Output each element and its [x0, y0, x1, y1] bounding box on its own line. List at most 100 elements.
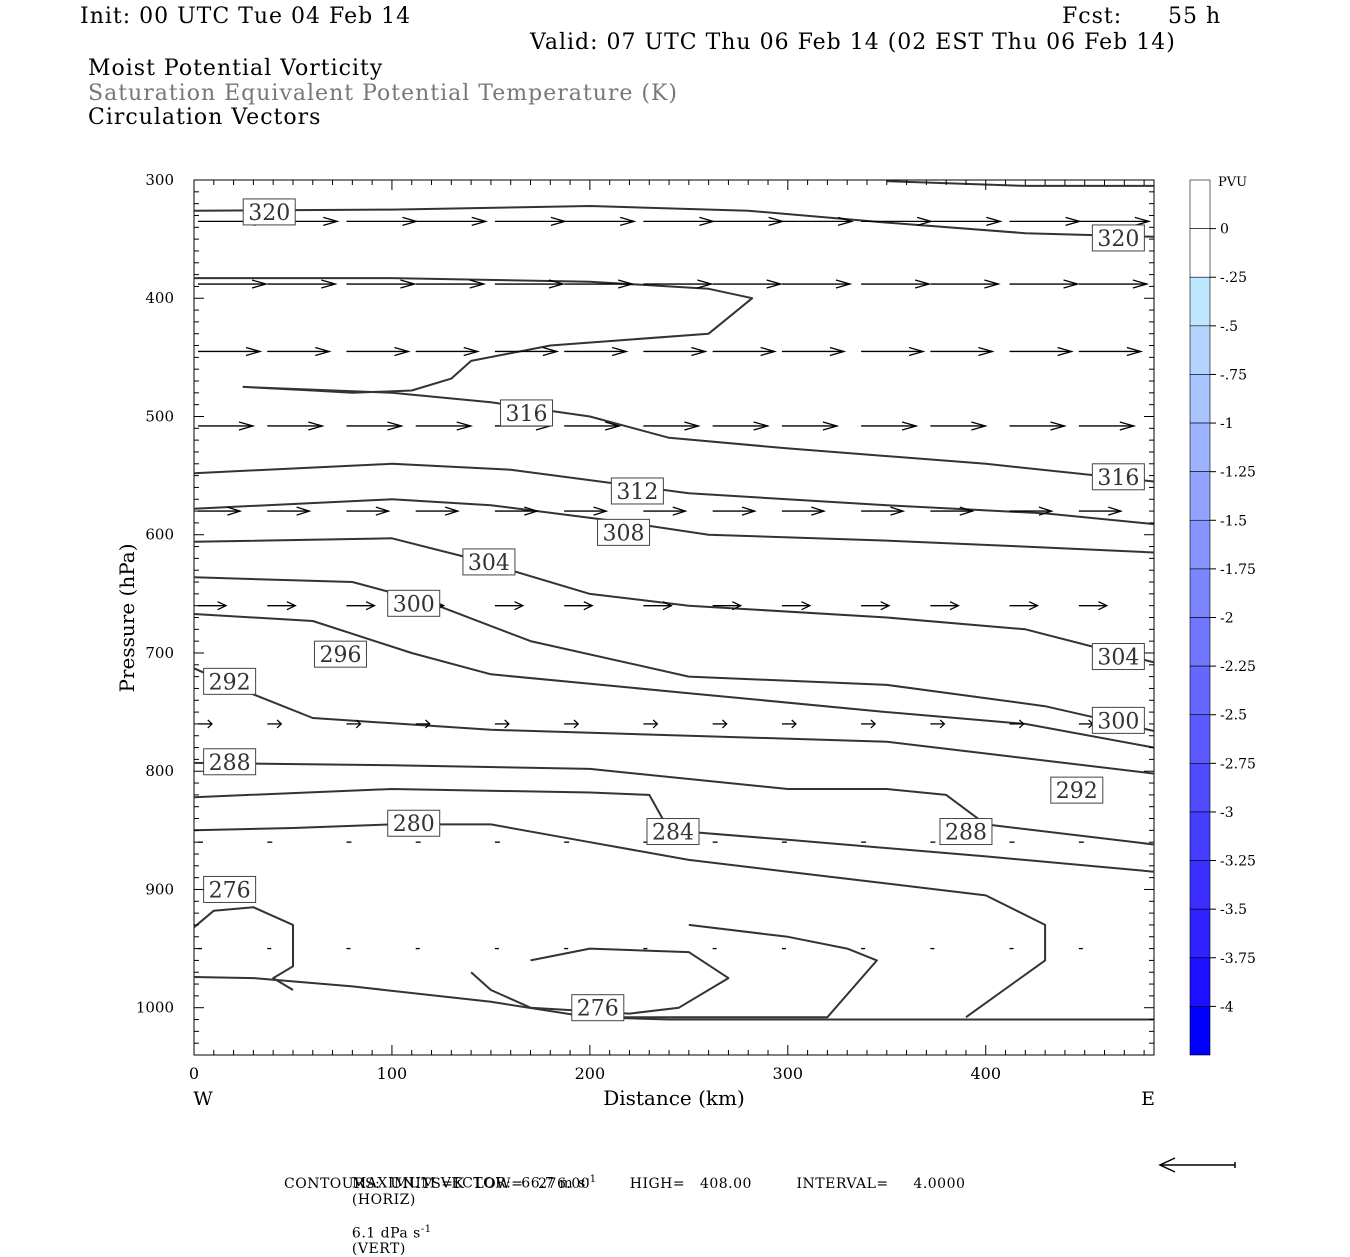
contour-label-text: 312	[616, 480, 658, 505]
max-vector-vert-value: 6.1 dPa s	[351, 1225, 421, 1242]
circulation-vector	[643, 346, 708, 357]
y-tick-label: 300	[145, 171, 174, 189]
vector-head	[1018, 719, 1025, 729]
contour-label-text: 320	[1097, 227, 1139, 252]
colorbar: 0 -.25 -.5 -.75 -1 -1.25 -1.5 -1.75 -2 -2.25 -2.5 -…	[1189, 179, 1256, 1056]
colorbar-label: -1	[1220, 416, 1234, 432]
circulation-vector	[267, 506, 312, 516]
vector-head	[835, 279, 853, 289]
vector-head	[456, 421, 474, 431]
axis-ticks: 300 400 500 600 700 800 900 1000 0 100 200 300 400	[136, 171, 1154, 1083]
x-tick-label: 200	[575, 1064, 606, 1083]
colorbar-unit: PVU	[1218, 175, 1247, 190]
contour-label-box	[500, 399, 554, 427]
contour-label-box	[1091, 224, 1145, 252]
vector-head	[315, 346, 332, 357]
colorbar-label: -1.25	[1220, 465, 1256, 481]
vector-head	[296, 506, 312, 516]
valid-time: Valid: 07 UTC Thu 06 Feb 14 (02 EST Thu …	[530, 30, 1176, 55]
forecast-label: Fcst:	[1062, 4, 1123, 29]
circulation-vector	[494, 601, 525, 611]
vector-head	[308, 421, 325, 431]
vector-head	[251, 279, 269, 289]
circulation-vector	[861, 421, 919, 431]
vector-head	[400, 279, 417, 289]
circulation-vector	[1078, 421, 1137, 431]
vector-head	[791, 719, 797, 729]
circulation-vector	[494, 506, 540, 516]
vert-unit-exponent: -1	[420, 1223, 432, 1235]
contour-280	[193, 976, 1154, 1021]
circulation-vector	[1009, 601, 1040, 611]
circulation-vector	[712, 421, 771, 431]
colorbar-label: -.75	[1220, 367, 1247, 383]
contour-label-292: 292	[203, 667, 257, 695]
contour-label-box	[203, 748, 257, 776]
colorbar-label: -2	[1220, 611, 1234, 627]
contour-label-box	[313, 640, 367, 668]
contour-label-text: 316	[506, 402, 548, 427]
contour-label-text: 304	[468, 551, 510, 576]
vector-head	[822, 421, 840, 431]
colorbar-label: -1.5	[1220, 513, 1247, 529]
circulation-vector	[564, 719, 580, 729]
circulation-vector	[712, 719, 728, 729]
colorbar-label: -3.25	[1220, 854, 1256, 870]
contour-label-292: 292	[1050, 776, 1104, 804]
y-tick-label: 1000	[136, 999, 174, 1017]
plot-frame	[193, 179, 1155, 1056]
vector-head	[811, 506, 827, 516]
colorbar-label: -2.5	[1220, 708, 1247, 724]
contour-label-304: 304	[1091, 643, 1145, 671]
vector-head	[245, 346, 263, 357]
circulation-vector	[1009, 719, 1025, 729]
colorbar-label: -2.25	[1220, 659, 1256, 675]
contour-label-box	[242, 198, 296, 226]
vector-head	[1050, 421, 1067, 431]
circulation-vector	[564, 506, 609, 516]
vector-head	[662, 601, 673, 611]
contour-label-box	[1091, 643, 1145, 671]
contour-label-308: 308	[597, 518, 651, 546]
contour-308	[193, 498, 1155, 554]
circulation-vector	[930, 216, 1003, 227]
y-tick-label: 800	[145, 762, 174, 780]
contour-284	[193, 788, 1155, 873]
vector-head	[939, 719, 946, 729]
field-title-thetae: Saturation Equivalent Potential Temperat…	[88, 81, 678, 106]
init-time: Init: 00 UTC Tue 04 Feb 14	[80, 4, 412, 29]
vector-head	[870, 719, 877, 729]
vector-head	[471, 216, 489, 227]
contour-label-box	[203, 875, 257, 903]
vector-head	[986, 216, 1003, 227]
colorbar-swatch	[1189, 811, 1211, 861]
circulation-vector	[346, 216, 419, 227]
colorbar-swatch	[1189, 228, 1211, 278]
y-tick-label: 700	[145, 644, 174, 662]
vector-head	[652, 719, 659, 729]
colorbar-swatch	[1189, 325, 1211, 375]
circulation-vector	[1009, 421, 1067, 431]
contour-label-box	[1050, 776, 1104, 804]
vector-head	[1108, 506, 1123, 516]
y-axis-label: Pressure (hPa)	[115, 544, 139, 693]
contour-292	[193, 667, 1155, 775]
circulation-vector	[930, 719, 946, 729]
contour-label-288: 288	[939, 818, 993, 846]
vector-head	[612, 346, 629, 357]
vector-head	[394, 346, 411, 357]
colorbar-swatch	[1189, 763, 1211, 813]
contour-280	[193, 823, 1047, 1019]
vector-head	[387, 421, 404, 431]
vector-head	[323, 216, 340, 227]
contour-label-text: 300	[393, 592, 435, 617]
circulation-vector	[930, 601, 960, 611]
vector-head	[1126, 346, 1144, 357]
vector-head	[276, 719, 283, 729]
circulation-vector	[861, 346, 926, 357]
contour-label-box	[939, 818, 993, 846]
y-tick-label: 400	[145, 289, 174, 307]
contour-label-312: 312	[610, 477, 664, 505]
vector-head	[620, 216, 637, 227]
circulation-vector	[267, 719, 283, 729]
